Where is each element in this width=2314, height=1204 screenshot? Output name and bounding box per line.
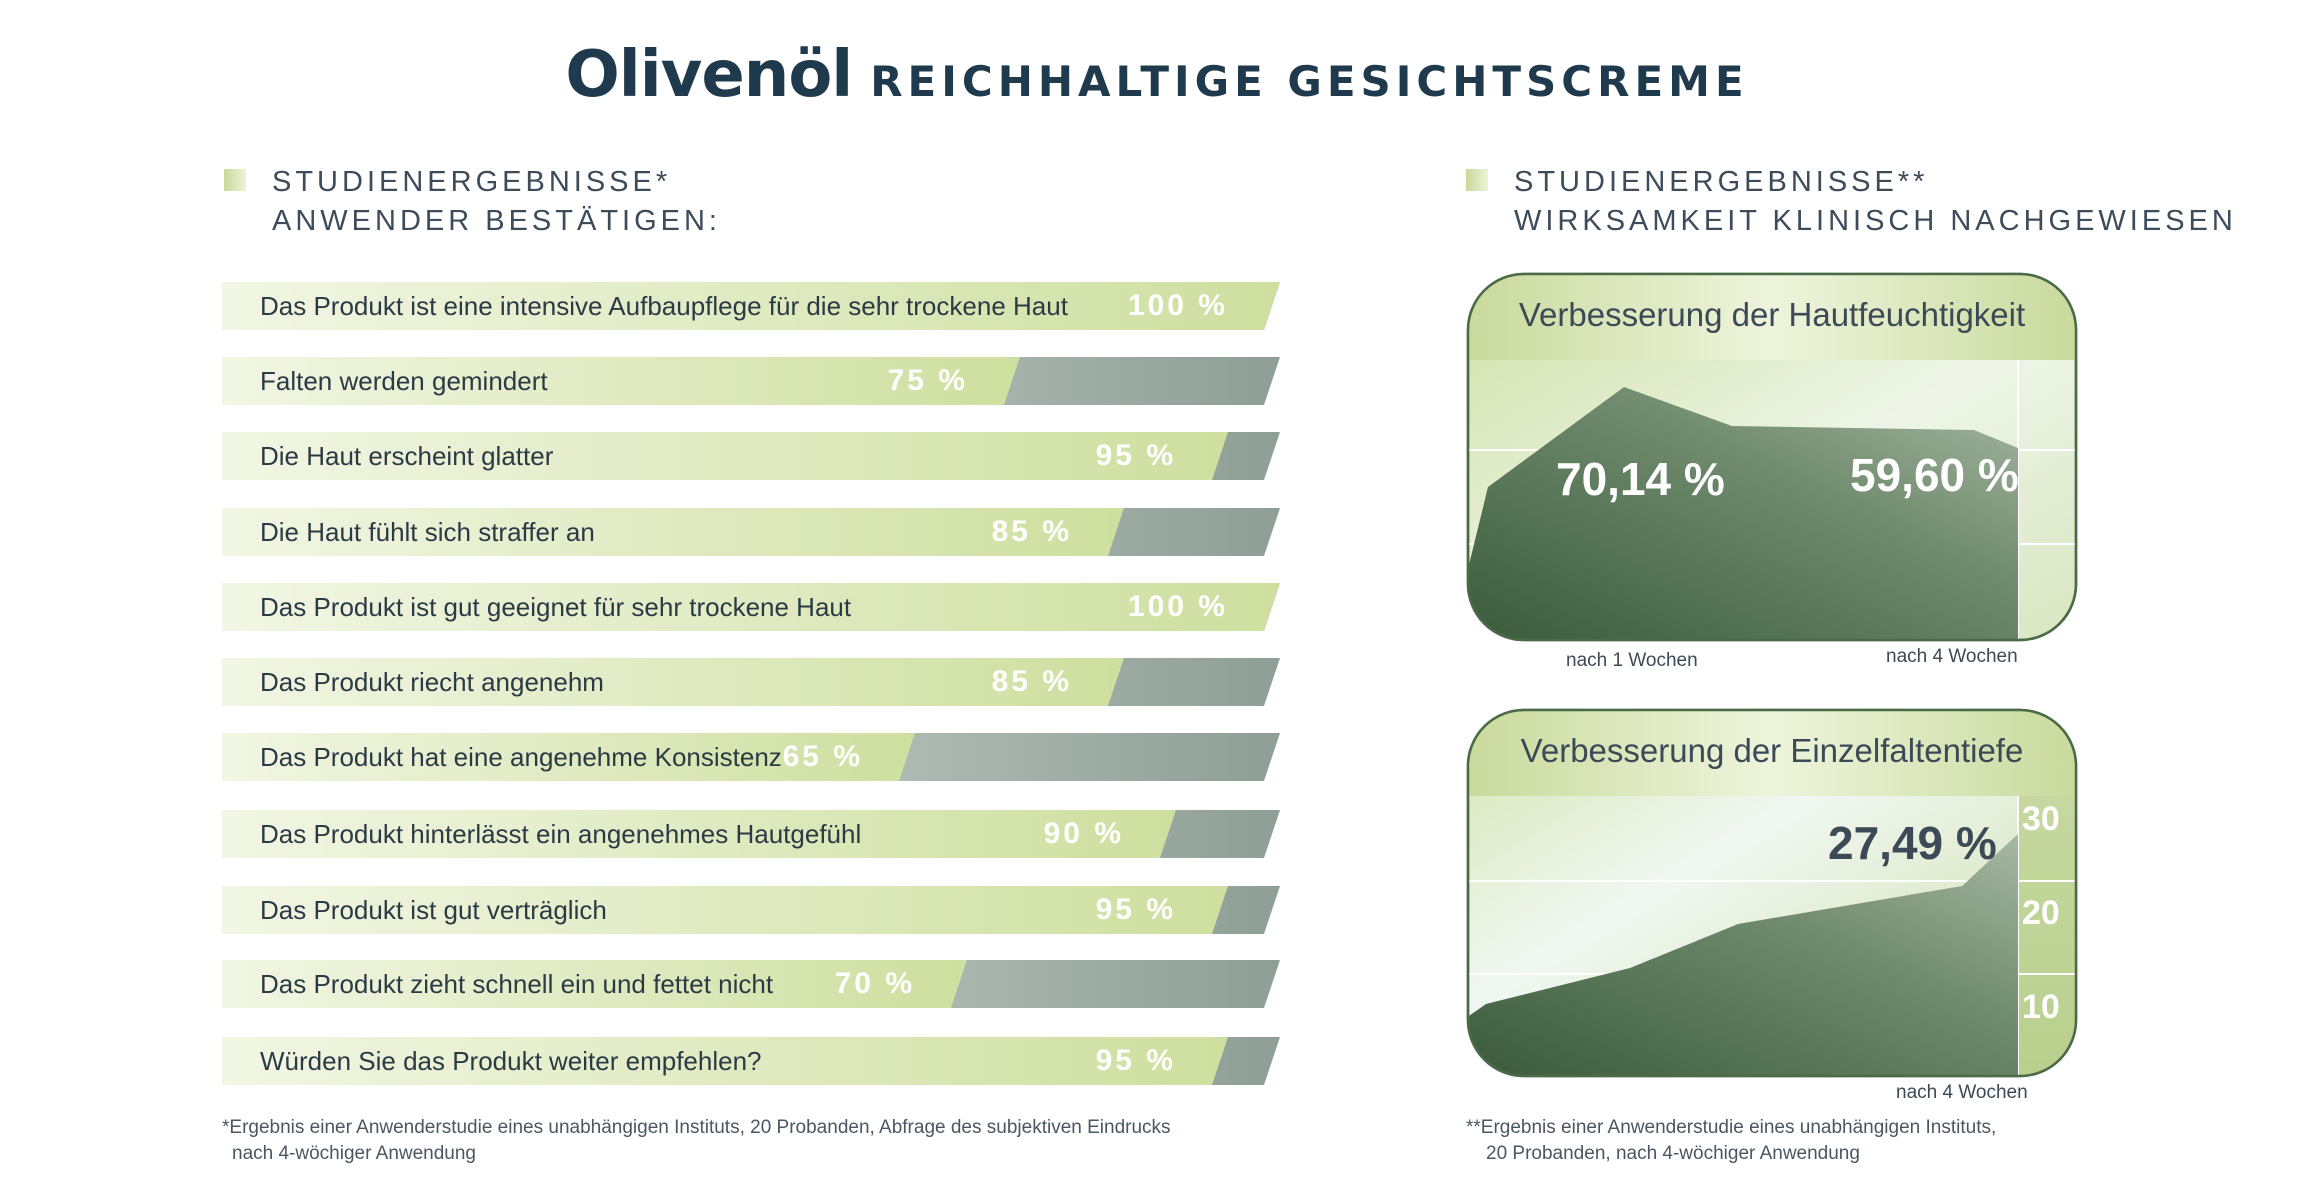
right-heading-line2: WIRKSAMKEIT KLINISCH NACHGEWIESEN	[1514, 205, 2237, 237]
bar-row: Die Haut fühlt sich straffer an 85 %	[222, 508, 1280, 556]
left-heading-line1: STUDIENERGEBNISSE*	[272, 166, 672, 198]
right-footnote-line1: **Ergebnis einer Anwenderstudie eines un…	[1466, 1117, 1997, 1138]
bar-row: Das Produkt zieht schnell ein und fettet…	[222, 960, 1280, 1008]
bar-value-label: 70 %	[834, 967, 915, 1000]
bar-graphic	[222, 886, 1280, 934]
bar-row: Falten werden gemindert 75 %	[222, 357, 1280, 405]
wrinkle-panel-header	[1468, 710, 2076, 796]
moisture-chart-panel: Verbesserung der Hautfeuchtigkeit 70,14 …	[1466, 272, 2078, 671]
left-footnote: *Ergebnis einer Anwenderstudie eines una…	[222, 1115, 1171, 1167]
page-title: Olivenöl REICHHALTIGE GESICHTSCREME	[0, 38, 2314, 112]
bar-value-label: 85 %	[991, 665, 1072, 698]
bar-graphic	[222, 282, 1280, 330]
bar-label: Das Produkt zieht schnell ein und fettet…	[260, 969, 774, 999]
moisture-value-week1: 70,14 %	[1556, 453, 1725, 505]
left-footnote-line2: nach 4-wöchiger Anwendung	[232, 1143, 477, 1164]
bar-value-label: 75 %	[887, 364, 968, 397]
bar-value-label: 95 %	[1095, 439, 1176, 472]
left-section-heading: STUDIENERGEBNISSE* ANWENDER BESTÄTIGEN:	[224, 163, 721, 241]
wrinkle-ytick-30: 30	[2022, 800, 2060, 838]
bar-graphic	[222, 432, 1280, 480]
bar-label: Würden Sie das Produkt weiter empfehlen?	[260, 1046, 762, 1076]
title-sub: REICHHALTIGE GESICHTSCREME	[870, 57, 1749, 106]
bar-graphic	[222, 658, 1280, 706]
bar-label: Das Produkt ist eine intensive Aufbaupfl…	[260, 291, 1068, 321]
bar-label: Das Produkt hinterlässt ein angenehmes H…	[260, 819, 862, 849]
bar-value-fill	[222, 508, 1124, 556]
bar-graphic	[222, 508, 1280, 556]
right-footnote: **Ergebnis einer Anwenderstudie eines un…	[1466, 1115, 1996, 1167]
bar-value-fill	[222, 733, 915, 781]
bar-label: Die Haut fühlt sich straffer an	[260, 517, 595, 547]
wrinkle-chart-panel: Verbesserung der Einzelfaltentiefe 30 20…	[1466, 708, 2078, 1103]
bar-graphic	[222, 810, 1280, 858]
bar-value-fill	[222, 658, 1124, 706]
bar-value-label: 100 %	[1127, 590, 1228, 623]
wrinkle-axis-strip	[2018, 796, 2076, 1076]
bar-graphic	[222, 1037, 1280, 1085]
bar-value-label: 85 %	[991, 515, 1072, 548]
bar-value-fill	[222, 810, 1176, 858]
bar-value-label: 100 %	[1127, 289, 1228, 322]
wrinkle-value: 27,49 %	[1828, 817, 1997, 869]
moisture-chart-svg	[1466, 272, 2078, 642]
bar-value-fill	[222, 357, 1020, 405]
bar-value-label: 95 %	[1095, 1044, 1176, 1077]
wrinkle-ytick-20: 20	[2022, 894, 2060, 932]
title-main: Olivenöl	[565, 38, 853, 112]
wrinkle-chart-svg	[1466, 708, 2078, 1078]
bar-value-fill	[222, 583, 1280, 631]
wrinkle-chart-title: Verbesserung der Einzelfaltentiefe	[1520, 732, 2024, 769]
left-footnote-line1: *Ergebnis einer Anwenderstudie eines una…	[222, 1117, 1171, 1138]
bar-label: Das Produkt ist gut geeignet für sehr tr…	[260, 592, 852, 622]
bar-label: Das Produkt riecht angenehm	[260, 667, 604, 697]
bar-row: Das Produkt ist gut geeignet für sehr tr…	[222, 583, 1280, 631]
bar-value-label: 65 %	[782, 740, 863, 773]
bar-graphic	[222, 583, 1280, 631]
bar-value-label: 90 %	[1043, 817, 1124, 850]
bar-row: Das Produkt hat eine angenehme Konsisten…	[222, 733, 1280, 781]
moisture-chart-title: Verbesserung der Hautfeuchtigkeit	[1518, 296, 2026, 333]
bar-row: Würden Sie das Produkt weiter empfehlen?…	[222, 1037, 1280, 1085]
right-section-heading: STUDIENERGEBNISSE** WIRKSAMKEIT KLINISCH…	[1466, 163, 2237, 241]
bar-label: Das Produkt ist gut verträglich	[260, 895, 607, 925]
bar-value-fill	[222, 432, 1228, 480]
moisture-xlabel-week1: nach 1 Wochen	[1566, 650, 1698, 671]
bar-value-label: 95 %	[1095, 893, 1176, 926]
moisture-xlabel-week4: nach 4 Wochen	[1886, 646, 2018, 667]
bar-graphic	[222, 733, 1280, 781]
bar-row: Das Produkt ist eine intensive Aufbaupfl…	[222, 282, 1280, 330]
bullet-square-icon	[1466, 169, 1488, 191]
bar-value-fill	[222, 886, 1228, 934]
bar-value-fill	[222, 1037, 1228, 1085]
bullet-square-icon	[224, 169, 246, 191]
right-heading-line1: STUDIENERGEBNISSE**	[1514, 166, 1929, 198]
bar-label: Falten werden gemindert	[260, 366, 548, 396]
bar-row: Die Haut erscheint glatter 95 %	[222, 432, 1280, 480]
bar-row: Das Produkt riecht angenehm 85 %	[222, 658, 1280, 706]
left-heading-line2: ANWENDER BESTÄTIGEN:	[272, 205, 721, 237]
wrinkle-xlabel-week4: nach 4 Wochen	[1896, 1082, 2028, 1103]
bar-label: Die Haut erscheint glatter	[260, 441, 554, 471]
bar-graphic	[222, 960, 1280, 1008]
bar-row: Das Produkt ist gut verträglich 95 %	[222, 886, 1280, 934]
bar-graphic	[222, 357, 1280, 405]
wrinkle-area-series	[1468, 834, 2018, 1076]
right-footnote-line2: 20 Probanden, nach 4-wöchiger Anwendung	[1486, 1143, 1860, 1164]
moisture-value-week4: 59,60 %	[1850, 449, 2019, 501]
bar-row: Das Produkt hinterlässt ein angenehmes H…	[222, 810, 1280, 858]
bar-value-fill	[222, 282, 1280, 330]
bar-value-fill	[222, 960, 967, 1008]
wrinkle-ytick-10: 10	[2022, 988, 2060, 1026]
moisture-panel-header	[1468, 274, 2076, 360]
moisture-area-series	[1468, 387, 2018, 640]
bar-label: Das Produkt hat eine angenehme Konsisten…	[260, 742, 782, 772]
